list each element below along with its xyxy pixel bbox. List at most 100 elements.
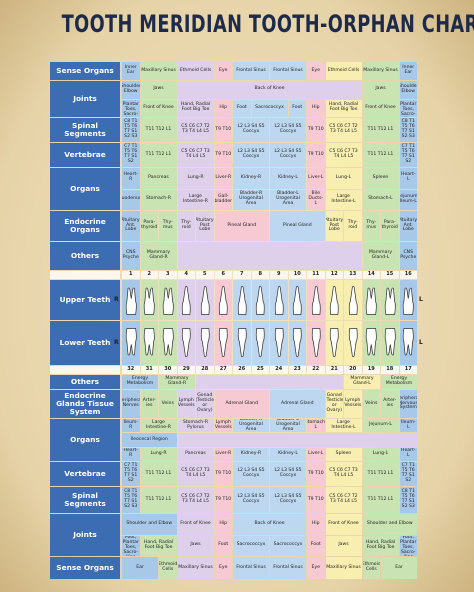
cell: Hand, Ulnar Foot, Plantar Toes, Sacro-il… xyxy=(399,535,417,556)
title: TOOTH MERIDIAN TOOTH-ORPHAN CHART xyxy=(61,10,474,38)
cell: C5 C6 C7 T2 T3 T4 L4 L5 xyxy=(177,487,214,513)
cell: Front of Knee xyxy=(362,99,399,117)
row-label: Upper Teeth xyxy=(50,280,120,320)
tooth-number: 15 xyxy=(381,271,399,279)
cell: Liver-R xyxy=(214,447,232,461)
tooth-cell xyxy=(399,321,417,365)
tooth xyxy=(348,285,358,315)
cell: L2 L3 S4 S5 Coccyx xyxy=(233,462,269,486)
row-label: Spinal Segments xyxy=(50,487,120,513)
cell: T9 T10 xyxy=(307,462,325,486)
tooth-icon xyxy=(384,287,396,315)
tooth-cell xyxy=(196,321,214,365)
cell: Stomach-L xyxy=(307,419,325,433)
tooth-number: 22 xyxy=(307,366,325,374)
row-label: Spinal Segments xyxy=(50,118,120,142)
tooth-icon xyxy=(311,328,321,358)
row-label: Vertebrae xyxy=(50,143,120,167)
cell: C5 C6 C7 T3 T4 L4 L5 xyxy=(325,143,362,167)
cell: Eye xyxy=(307,557,325,579)
tooth-cell xyxy=(307,321,325,365)
cell: Foot xyxy=(307,535,325,556)
tooth xyxy=(125,287,137,315)
tooth xyxy=(200,285,210,315)
cell: T11 T12 L1 xyxy=(140,462,177,486)
tooth-icon xyxy=(255,285,265,315)
cell: Hand, Ulnar Foot, Plantar Toes, Sacro-il… xyxy=(122,535,140,556)
cell: Kidney-L xyxy=(270,447,306,461)
tooth xyxy=(402,328,414,356)
cell: Para-thyroid xyxy=(381,211,399,241)
tooth-number: 8 xyxy=(251,271,269,279)
cell: Front of Knee xyxy=(325,514,362,535)
tooth-number: 11 xyxy=(307,271,325,279)
side-label: L xyxy=(419,296,423,303)
cell: Ileum-R xyxy=(122,419,140,433)
tooth xyxy=(143,287,155,315)
tooth-number: 6 xyxy=(214,271,232,279)
cell: Ethmoid Cells xyxy=(159,557,177,579)
cell: Shoulder and Elbow xyxy=(122,514,177,535)
tooth-icon xyxy=(162,328,174,356)
cell: Thy-roid xyxy=(344,211,362,241)
cell: C5 C6 C7 T3 T4 L4 L5 xyxy=(177,143,214,167)
tooth-icon xyxy=(143,328,155,356)
cell: C8 T1 T5 T6 T7 S1 S2 S3 xyxy=(122,118,140,142)
tooth-number: 14 xyxy=(362,271,380,279)
cell: Pituitary, Post Lobe xyxy=(196,211,214,241)
tooth-cell xyxy=(325,280,343,320)
tooth-icon xyxy=(181,328,191,358)
cell: Hand, Ulnar Foot, Plantar Toes, Sacro-il… xyxy=(399,99,417,117)
cell: Frontal Sinus xyxy=(233,62,269,80)
tooth-icon xyxy=(218,328,228,358)
cell: C5 C6 C7 T3 T4 L4 L5 xyxy=(325,462,362,486)
tooth xyxy=(218,328,228,358)
tooth-number: 26 xyxy=(233,366,251,374)
cell: Jejunum-L xyxy=(362,419,399,433)
cell: Ethmoid Cells xyxy=(325,62,362,80)
cell: Arter-ies xyxy=(140,390,158,418)
blank-cell xyxy=(177,242,362,270)
row-label: Sense Organs xyxy=(50,557,120,579)
cell: T11 T12 L1 xyxy=(140,487,177,513)
side-label: R xyxy=(114,296,119,303)
tooth-number: 20 xyxy=(344,366,362,374)
tooth-cell xyxy=(325,321,343,365)
cell: Foot xyxy=(214,535,232,556)
tooth xyxy=(181,328,191,358)
tooth-cell xyxy=(159,280,177,320)
tooth xyxy=(237,285,247,315)
tooth-icon xyxy=(311,285,321,315)
cell: Front of Knee xyxy=(177,514,214,535)
cell: Stomach-L xyxy=(362,189,399,210)
cell: L2 L3 S4 S5 Coccyx xyxy=(270,143,306,167)
cell: Foot xyxy=(233,99,251,117)
tooth-cell xyxy=(399,280,417,320)
tooth-icon xyxy=(292,328,302,358)
cell: Veins xyxy=(159,390,177,418)
tooth-number: 16 xyxy=(399,271,417,279)
cell: Adrenal Gland xyxy=(214,390,269,418)
row-label: Vertebrae xyxy=(50,462,120,486)
row-label: Lower Teeth xyxy=(50,321,120,365)
cell: Lymph Vessels xyxy=(344,390,362,418)
cell: Liver-L xyxy=(307,168,325,189)
tooth xyxy=(181,285,191,315)
tooth-cell xyxy=(362,280,380,320)
cell: Back of Knee xyxy=(233,514,306,535)
cell: Ear xyxy=(381,557,417,579)
cell: Para-thyroid xyxy=(140,211,158,241)
cell: C5 C6 C7 T2 T3 T4 L4 L5 xyxy=(177,118,214,142)
tooth-cell xyxy=(140,280,158,320)
tooth-cell xyxy=(214,280,232,320)
cell: Kidney-R xyxy=(233,447,269,461)
cell: L2 L3 S4 S5 Coccyx xyxy=(233,143,269,167)
tooth-icon xyxy=(237,285,247,315)
cell: T11 T12 L1 xyxy=(362,462,399,486)
tooth-icon xyxy=(143,287,155,315)
cell: T11 T12 L1 xyxy=(140,143,177,167)
tooth-cell xyxy=(251,280,269,320)
tooth xyxy=(384,287,396,315)
cell: T11 T12 L1 xyxy=(362,143,399,167)
tooth xyxy=(365,287,377,315)
